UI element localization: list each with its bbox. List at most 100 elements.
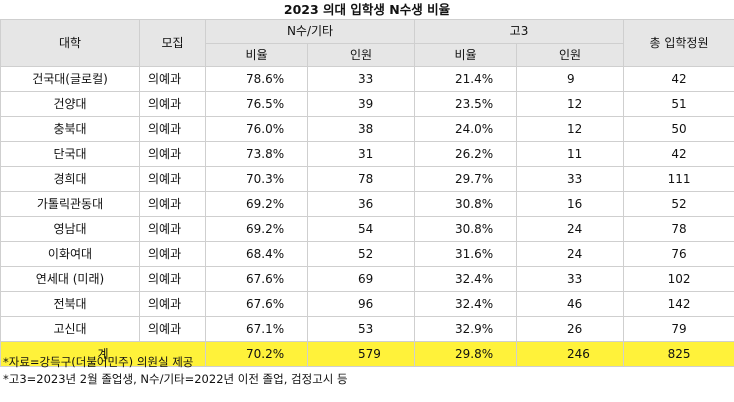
cell-total: 52 [623,191,734,217]
total-label: 계 [0,341,206,367]
footnote-definition: *고3=2023년 2월 졸업생, N수/기타=2022년 이전 졸업, 검정고… [3,372,348,386]
cell-total: 111 [623,166,734,192]
cell-go3-ratio: 32.4% [414,291,518,317]
cell-go3-ratio: 29.7% [414,166,518,192]
header-group-nsu: N수/기타 [204,19,416,44]
cell-nsu-count: 69 [306,266,416,292]
cell-go3-ratio: 23.5% [414,91,518,117]
table-row: 단국대 의예과 73.8% 31 26.2% 11 42 [0,141,734,167]
cell-go3-count: 33 [516,166,625,192]
cell-recruit: 의예과 [139,91,206,117]
cell-nsu-count: 54 [306,216,416,242]
cell-go3-count: 24 [516,216,625,242]
cell-go3-ratio: 26.2% [414,141,518,167]
total-row: 계 70.2% 579 29.8% 246 825 [0,341,734,367]
cell-recruit: 의예과 [139,166,206,192]
cell-nsu-count: 33 [306,66,416,92]
cell-recruit: 의예과 [139,191,206,217]
cell-nsu-count: 78 [306,166,416,192]
cell-university: 이화여대 [0,241,140,267]
cell-recruit: 의예과 [139,116,206,142]
cell-university: 단국대 [0,141,140,167]
cell-recruit: 의예과 [139,266,206,292]
cell-nsu-count: 39 [306,91,416,117]
header-recruit: 모집 [139,19,206,67]
cell-recruit: 의예과 [139,216,206,242]
cell-nsu-ratio: 73.8% [205,141,308,167]
cell-recruit: 의예과 [139,241,206,267]
header-nsu-count: 인원 [306,42,416,67]
header-nsu-ratio: 비율 [205,42,308,67]
table-row: 건국대(글로컬) 의예과 78.6% 33 21.4% 9 42 [0,66,734,92]
cell-go3-ratio: 30.8% [414,216,518,242]
header-go3-count: 인원 [516,42,625,67]
cell-nsu-ratio: 67.6% [205,266,308,292]
table-row: 가톨릭관동대 의예과 69.2% 36 30.8% 16 52 [0,191,734,217]
cell-university: 건국대(글로컬) [0,66,140,92]
cell-total: 51 [623,91,734,117]
cell-recruit: 의예과 [139,66,206,92]
header-university: 대학 [0,19,140,67]
header-go3-ratio: 비율 [414,42,518,67]
cell-nsu-count: 31 [306,141,416,167]
table-row: 전북대 의예과 67.6% 96 32.4% 46 142 [0,291,734,317]
header-total: 총 입학정원 [623,19,734,67]
cell-go3-count: 33 [516,266,625,292]
total-go3-count: 246 [516,341,625,367]
cell-university: 경희대 [0,166,140,192]
cell-total: 50 [623,116,734,142]
cell-go3-ratio: 21.4% [414,66,518,92]
cell-university: 연세대 (미래) [0,266,140,292]
cell-nsu-ratio: 70.3% [205,166,308,192]
cell-nsu-ratio: 67.1% [205,316,308,342]
footnote-source: *자료=강득구(더불어민주) 의원실 제공 [3,355,194,369]
table-row: 연세대 (미래) 의예과 67.6% 69 32.4% 33 102 [0,266,734,292]
cell-recruit: 의예과 [139,141,206,167]
total-go3-ratio: 29.8% [414,341,518,367]
header-row-2: 비율 인원 비율 인원 [1,42,734,67]
table-body: 건국대(글로컬) 의예과 78.6% 33 21.4% 9 42 건양대 의예과 76.5% 39 2… [0,66,734,367]
cell-total: 102 [623,266,734,292]
total-admission: 825 [623,341,734,367]
cell-go3-ratio: 31.6% [414,241,518,267]
cell-nsu-count: 53 [306,316,416,342]
cell-total: 78 [623,216,734,242]
cell-nsu-ratio: 76.0% [205,116,308,142]
cell-nsu-ratio: 76.5% [205,91,308,117]
cell-go3-ratio: 30.8% [414,191,518,217]
cell-total: 76 [623,241,734,267]
cell-nsu-count: 52 [306,241,416,267]
cell-recruit: 의예과 [139,316,206,342]
footnotes: *자료=강득구(더불어민주) 의원실 제공 *고3=2023년 2월 졸업생, … [3,354,348,388]
table-row: 이화여대 의예과 68.4% 52 31.6% 24 76 [0,241,734,267]
cell-go3-count: 26 [516,316,625,342]
table-row: 영남대 의예과 69.2% 54 30.8% 24 78 [0,216,734,242]
table-row: 고신대 의예과 67.1% 53 32.9% 26 79 [0,316,734,342]
cell-university: 고신대 [0,316,140,342]
cell-nsu-ratio: 78.6% [205,66,308,92]
cell-go3-count: 12 [516,116,625,142]
cell-university: 건양대 [0,91,140,117]
header-group-go3: 고3 [414,19,625,44]
table-row: 건양대 의예과 76.5% 39 23.5% 12 51 [0,91,734,117]
cell-go3-ratio: 32.4% [414,266,518,292]
cell-nsu-ratio: 68.4% [205,241,308,267]
cell-go3-ratio: 24.0% [414,116,518,142]
cell-go3-count: 46 [516,291,625,317]
cell-nsu-ratio: 67.6% [205,291,308,317]
table-row: 충북대 의예과 76.0% 38 24.0% 12 50 [0,116,734,142]
cell-total: 79 [623,316,734,342]
cell-go3-count: 16 [516,191,625,217]
cell-total: 42 [623,66,734,92]
cell-university: 영남대 [0,216,140,242]
header-row-1: 대학 모집 N수/기타 고3 총 입학정원 [0,19,734,67]
cell-nsu-count: 38 [306,116,416,142]
admission-table: 대학 모집 N수/기타 고3 총 입학정원 비율 인원 비율 인원 건국대(글로… [0,19,734,367]
total-nsu-ratio: 70.2% [205,341,308,367]
cell-go3-count: 12 [516,91,625,117]
cell-total: 42 [623,141,734,167]
cell-go3-count: 11 [516,141,625,167]
cell-university: 가톨릭관동대 [0,191,140,217]
cell-recruit: 의예과 [139,291,206,317]
